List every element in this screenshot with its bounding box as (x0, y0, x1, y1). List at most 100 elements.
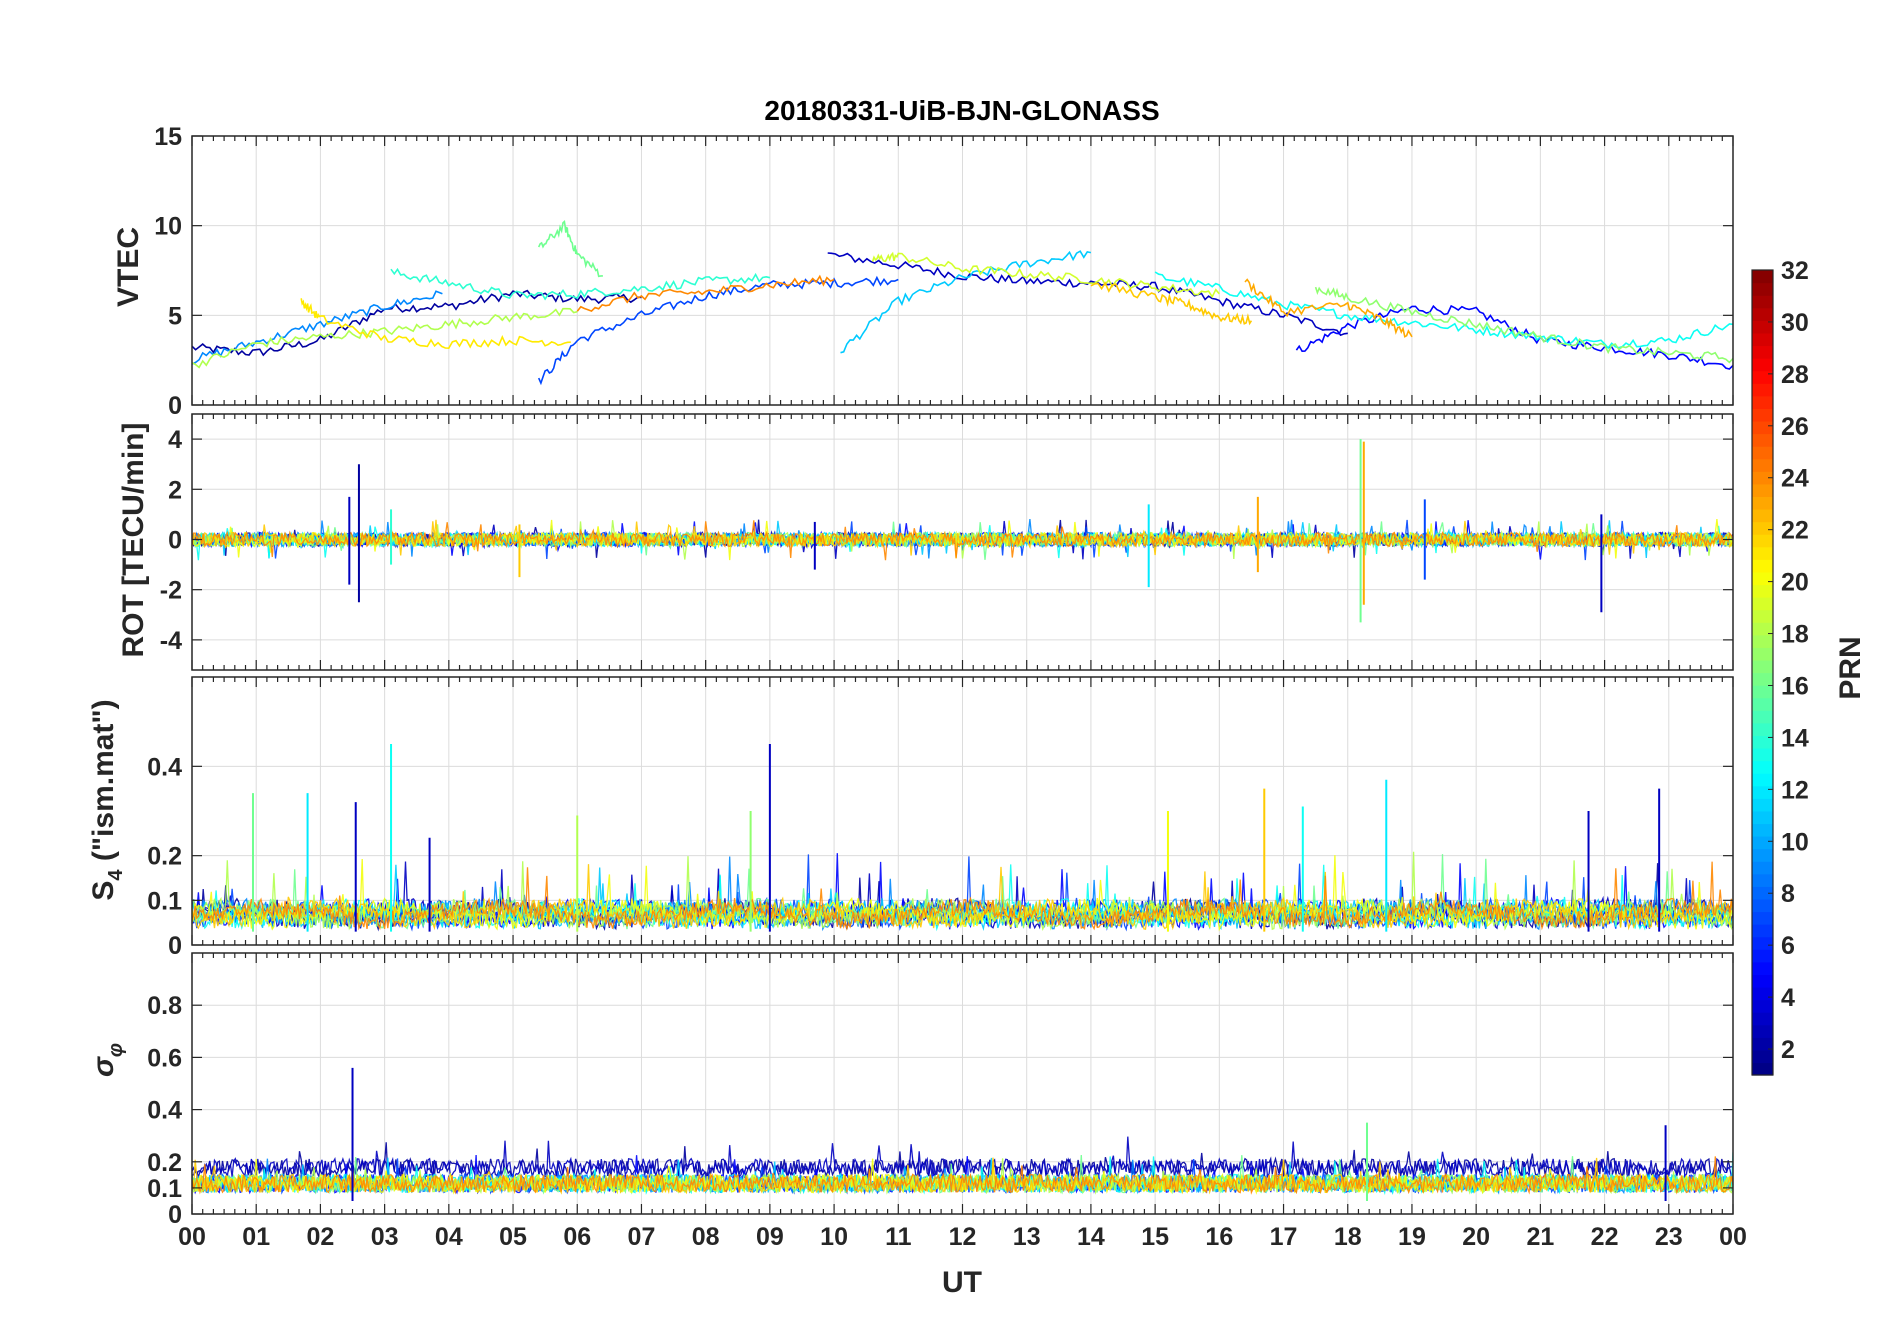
colorbar-segment (1752, 559, 1773, 573)
colorbar-segment (1752, 911, 1773, 925)
series-line-prn-7 (537, 275, 899, 386)
y-tick-label: -2 (160, 577, 182, 605)
colorbar-segment (1752, 735, 1773, 749)
y-tick-label: 0.4 (147, 753, 182, 781)
y-tick-label: 0.1 (147, 887, 182, 915)
y-tick-label: 0 (168, 932, 182, 960)
series-line-prn-2 (192, 289, 642, 357)
colorbar-segment (1752, 886, 1773, 900)
colorbar-segment (1752, 358, 1773, 372)
x-tick-label: 17 (1270, 1223, 1298, 1251)
colorbar-segment (1752, 1024, 1773, 1038)
x-tick-label: 03 (371, 1223, 399, 1251)
colorbar-segment (1752, 521, 1773, 535)
series-line-prn-22 (1090, 281, 1253, 326)
colorbar-segment (1752, 370, 1773, 384)
colorbar-segment (1752, 873, 1773, 887)
colorbar-segment (1752, 848, 1773, 862)
series-line-prn-11 (192, 864, 1733, 932)
colorbar-segment (1752, 722, 1773, 736)
colorbar-segment (1752, 446, 1773, 460)
series-line-prn-3 (827, 252, 1348, 337)
colorbar-segment (1752, 634, 1773, 648)
colorbar-segment (1752, 295, 1773, 309)
series-line-prn-17 (1314, 286, 1733, 364)
x-tick-label: 00 (178, 1223, 206, 1251)
y-tick-label: 0.2 (147, 1149, 182, 1177)
x-tick-label: 19 (1398, 1223, 1426, 1251)
y-tick-label: 15 (154, 123, 182, 151)
y-tick-label: 5 (168, 302, 182, 330)
colorbar-segment (1752, 332, 1773, 347)
series-line-prn-22 (192, 519, 1733, 559)
colorbar-segment (1752, 471, 1773, 485)
x-tick-label: 16 (1205, 1223, 1233, 1251)
sigma-phi-ylabel: σφ (87, 1043, 127, 1077)
x-tick-label: 01 (242, 1223, 270, 1251)
colorbar-segment (1752, 622, 1773, 636)
y-tick-label: 0.2 (147, 843, 182, 871)
rot-panel: -4 -2 0 2 4 (160, 413, 1734, 671)
x-tick-label: 05 (499, 1223, 527, 1251)
colorbar-segment (1752, 496, 1773, 510)
x-axis: 00 01 02 03 04 05 06 07 08 09 10 11 12 13 14 15 16 17 18 19… (178, 1223, 1747, 1251)
colorbar-segment (1752, 584, 1773, 598)
colorbar-segment (1752, 898, 1773, 913)
colorbar-segment (1752, 685, 1773, 699)
colorbar-tick-label: 10 (1781, 828, 1809, 856)
series-line-prn-13 (1154, 271, 1733, 350)
series-line-prn-11 (840, 250, 1092, 354)
colorbar-label: PRN (1834, 636, 1867, 699)
colorbar-tick-label: 30 (1781, 309, 1809, 337)
x-axis-label: UT (942, 1266, 982, 1299)
colorbar-segment (1752, 508, 1773, 523)
y-tick-label: 0 (168, 1201, 182, 1229)
colorbar-segment (1752, 659, 1773, 674)
x-tick-label: 13 (1013, 1223, 1041, 1251)
colorbar-box (1751, 269, 1774, 1076)
y-tick-label: 2 (168, 476, 182, 504)
colorbar-segment (1752, 672, 1773, 686)
colorbar-tick-label: 16 (1781, 672, 1809, 700)
colorbar-tick-label: 4 (1781, 984, 1795, 1012)
colorbar-segment (1752, 1049, 1773, 1064)
x-tick-label: 22 (1591, 1223, 1619, 1251)
colorbar-segment (1752, 546, 1773, 560)
x-tick-label: 12 (949, 1223, 977, 1251)
colorbar-tick-label: 24 (1781, 465, 1809, 493)
series-line-prn-14 (390, 267, 771, 301)
colorbar-segment (1752, 861, 1773, 875)
colorbar-tick-label: 22 (1781, 517, 1809, 545)
colorbar-segment (1752, 1012, 1773, 1026)
series-line-prn-19 (871, 251, 1220, 299)
y-tick-label: 0.1 (147, 1175, 182, 1203)
colorbar-segment (1752, 395, 1773, 409)
colorbar-tick-label: 8 (1781, 880, 1795, 908)
x-tick-label: 11 (885, 1223, 912, 1251)
colorbar-tick-label: 14 (1781, 724, 1809, 752)
colorbar-segment (1752, 307, 1773, 321)
sigma-phi-panel: 00.10.2 0.4 0.6 0.8 (147, 952, 1734, 1229)
colorbar-segment (1752, 823, 1773, 837)
x-tick-label: 14 (1077, 1223, 1105, 1251)
x-tick-label: 23 (1655, 1223, 1683, 1251)
colorbar-segment (1752, 647, 1773, 661)
series-line-prn-24 (192, 861, 1733, 931)
colorbar-tick-label: 18 (1781, 621, 1809, 649)
colorbar-segment (1752, 924, 1773, 938)
colorbar-segment (1752, 345, 1773, 359)
x-tick-label: 02 (307, 1223, 335, 1251)
colorbar-segment (1752, 747, 1773, 762)
series-line-prn-16 (537, 220, 603, 278)
y-tick-label: 0.4 (147, 1097, 182, 1125)
series-line-prn-23 (1244, 278, 1413, 338)
x-tick-label: 00 (1719, 1223, 1747, 1251)
colorbar-segment (1752, 986, 1773, 1001)
y-tick-label: 0 (168, 392, 182, 420)
colorbar-segment (1752, 961, 1773, 975)
colorbar-tick-label: 28 (1781, 361, 1809, 389)
colorbar-segment (1752, 773, 1773, 787)
colorbar-segment (1752, 383, 1773, 397)
colorbar-segment (1752, 760, 1773, 774)
